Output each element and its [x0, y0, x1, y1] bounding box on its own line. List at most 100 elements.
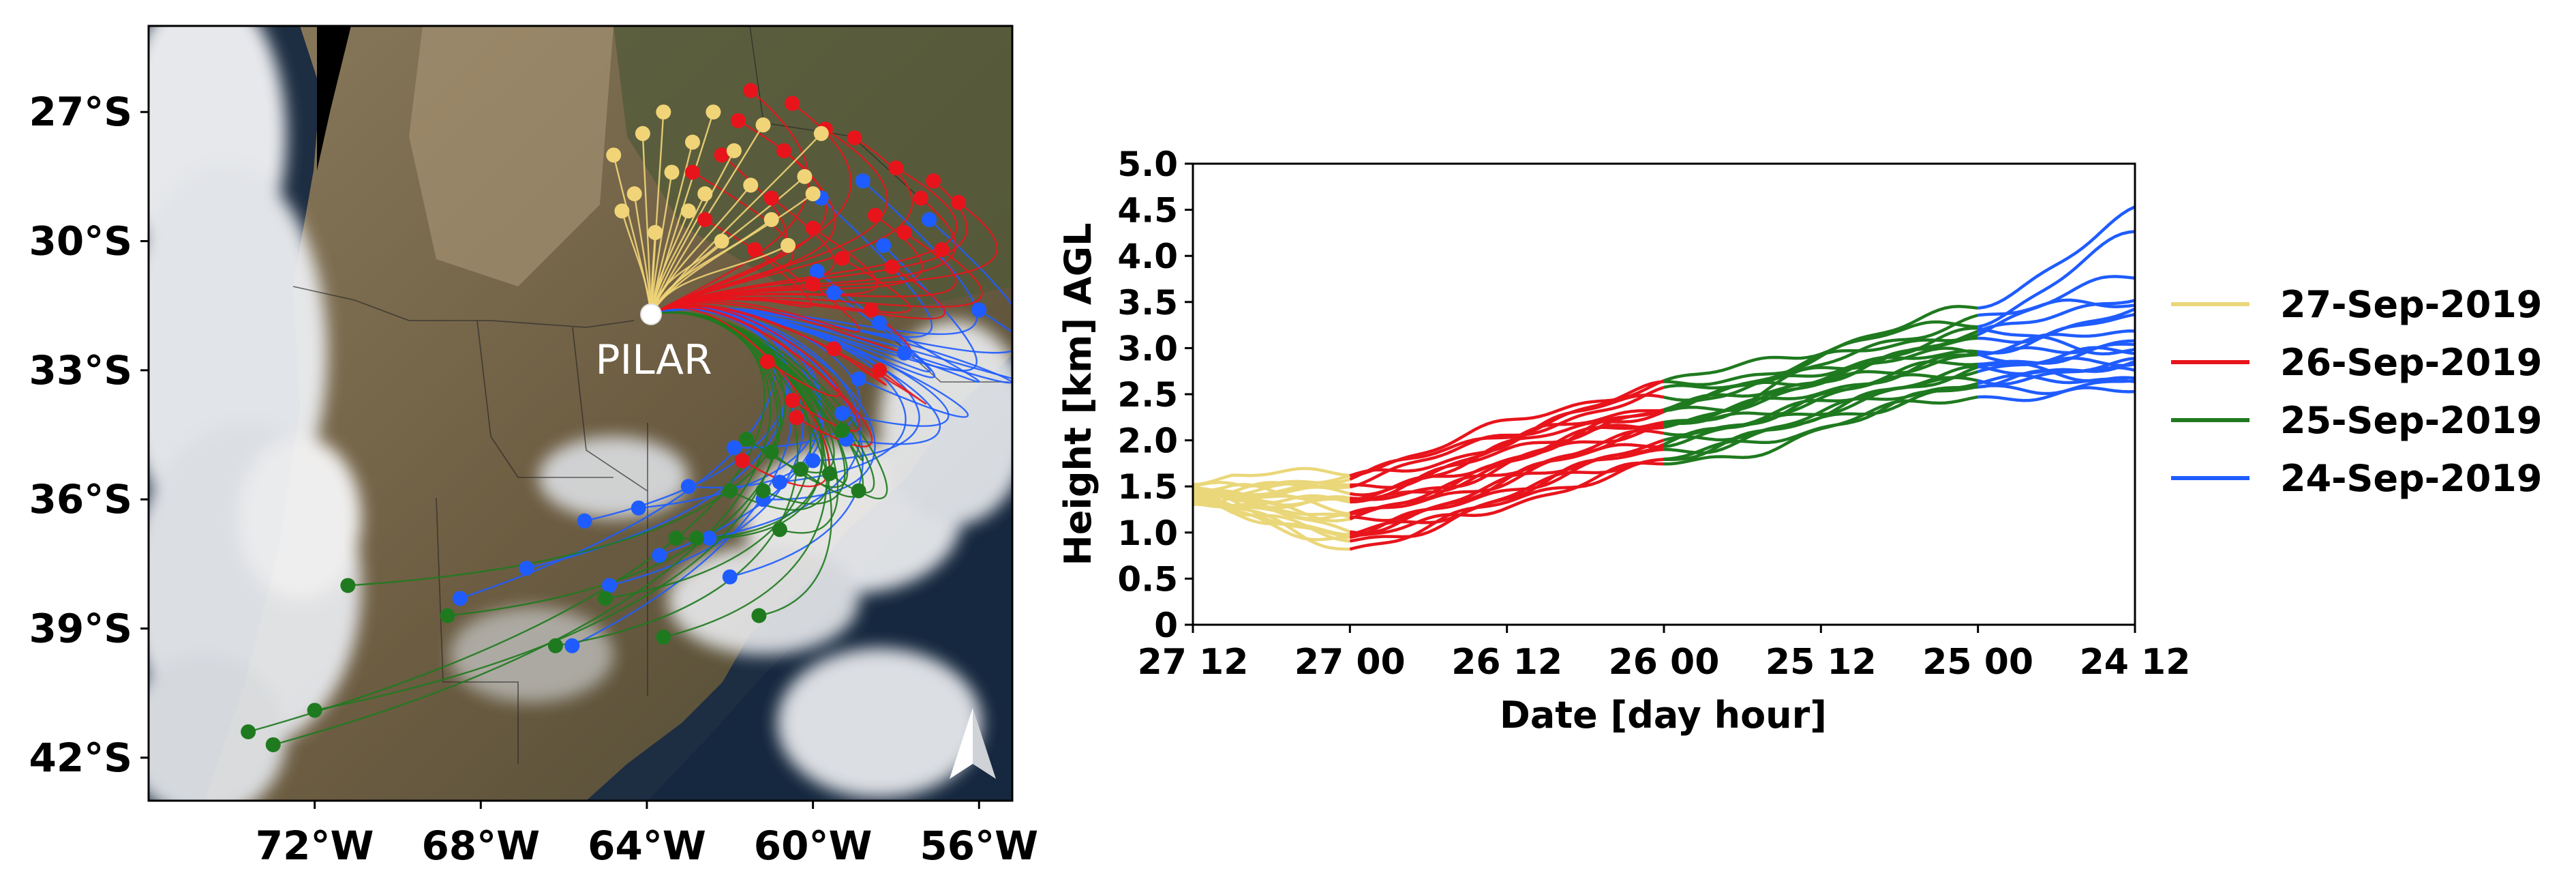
trajectory-path-26-Sep-2019 [650, 89, 810, 315]
trajectory-endpoint-27-Sep-2019 [763, 212, 779, 227]
height-series-24-Sep-2019 [1978, 327, 2135, 356]
x-tick-label: 26 00 [1609, 642, 1720, 683]
longitude-tick-label: 56°W [920, 823, 1038, 869]
height-series-24-Sep-2019 [1978, 312, 2135, 355]
trajectory-endpoint-27-Sep-2019 [626, 186, 642, 202]
trajectory-path-27-Sep-2019 [650, 210, 690, 315]
trajectory-endpoint-27-Sep-2019 [726, 143, 742, 159]
height-series-26-Sep-2019 [1349, 380, 1665, 481]
trajectory-endpoint-27-Sep-2019 [714, 233, 729, 249]
y-axis-label: Height [km] AGL [1057, 223, 1100, 566]
map-frame [147, 25, 1014, 802]
trajectory-endpoint-26-Sep-2019 [789, 410, 804, 426]
north-arrow-icon [950, 708, 996, 779]
trajectory-endpoint-24-Sep-2019 [577, 513, 592, 529]
trajectory-endpoint-26-Sep-2019 [934, 242, 950, 258]
trajectory-path-26-Sep-2019 [650, 304, 840, 397]
trajectory-endpoint-27-Sep-2019 [606, 147, 622, 163]
latitude-tick-label: 42°S [29, 735, 133, 781]
x-axis-ticks: 27 12 27 00 26 12 26 00 25 12 25 00 24 12 [1138, 625, 2191, 683]
latitude-tick-label: 36°S [29, 476, 133, 522]
y-axis-ticks: 0 0.5 1.0 1.5 2.0 2.5 3.0 3.5 4.0 4.5 5.0 [1117, 145, 1193, 645]
trajectory-endpoint-24-Sep-2019 [701, 531, 717, 546]
trajectory-endpoint-24-Sep-2019 [851, 371, 866, 387]
trajectory-map: PILAR 27°S 30°S 33°S 36°S 39°S 42°S 72°W 68°W 6… [29, 25, 1038, 869]
trajectory-endpoint-26-Sep-2019 [785, 393, 800, 409]
trajectory-endpoint-26-Sep-2019 [714, 147, 729, 163]
trajectory-endpoint-27-Sep-2019 [664, 164, 680, 180]
trajectory-endpoint-24-Sep-2019 [564, 638, 580, 653]
trajectory-path-27-Sep-2019 [650, 124, 764, 315]
height-series-26-Sep-2019 [1349, 461, 1665, 539]
height-series-25-Sep-2019 [1663, 365, 1979, 449]
legend-label: 25-Sep-2019 [2280, 399, 2542, 442]
trajectory-endpoint-25-Sep-2019 [772, 522, 787, 537]
trajectory-endpoint-27-Sep-2019 [635, 125, 650, 141]
trajectory-endpoint-24-Sep-2019 [772, 474, 787, 490]
trajectory-endpoint-27-Sep-2019 [813, 125, 829, 141]
x-tick-label: 24 12 [2080, 642, 2191, 683]
trajectory-path-27-Sep-2019 [641, 133, 652, 314]
trajectory-endpoint-26-Sep-2019 [684, 164, 700, 180]
height-series-27-Sep-2019 [1193, 484, 1350, 507]
longitude-tick-label: 72°W [256, 823, 374, 869]
height-series-25-Sep-2019 [1663, 313, 1979, 429]
height-series-24-Sep-2019 [1978, 205, 2135, 310]
y-tick-label: 1.0 [1117, 514, 1178, 553]
trajectory-endpoint-26-Sep-2019 [926, 173, 941, 189]
pilar-site-label: PILAR [595, 336, 712, 384]
trajectory-endpoint-26-Sep-2019 [826, 341, 842, 357]
height-series-25-Sep-2019 [1664, 382, 1979, 461]
trajectory-endpoint-26-Sep-2019 [759, 354, 775, 370]
latitude-tick-label: 33°S [29, 347, 133, 394]
trajectory-endpoint-25-Sep-2019 [307, 702, 322, 718]
x-tick-label: 25 12 [1766, 642, 1877, 683]
trajectory-endpoint-24-Sep-2019 [805, 453, 821, 469]
height-series-24-Sep-2019 [1977, 299, 2135, 333]
trajectory-endpoint-27-Sep-2019 [614, 203, 630, 219]
trajectory-path-27-Sep-2019 [650, 193, 706, 315]
trajectory-endpoint-24-Sep-2019 [922, 212, 937, 227]
trajectory-endpoint-24-Sep-2019 [834, 406, 850, 421]
trajectory-path-26-Sep-2019 [650, 307, 830, 488]
y-tick-label: 2.5 [1117, 375, 1178, 415]
x-tick-label: 27 00 [1294, 642, 1406, 683]
y-tick-label: 1.5 [1117, 467, 1178, 507]
legend-label: 26-Sep-2019 [2280, 341, 2542, 384]
trajectory-path-27-Sep-2019 [650, 240, 723, 315]
y-tick-label: 4.5 [1117, 191, 1178, 231]
y-tick-label: 3.5 [1117, 283, 1178, 323]
height-series-27-Sep-2019 [1193, 491, 1350, 522]
trajectory-endpoint-26-Sep-2019 [747, 242, 763, 258]
trajectory-path-26-Sep-2019 [650, 302, 911, 353]
height-series-25-Sep-2019 [1663, 326, 1978, 413]
trajectory-endpoint-26-Sep-2019 [805, 276, 821, 292]
trajectory-endpoints [241, 83, 987, 752]
trajectory-endpoint-26-Sep-2019 [867, 207, 883, 223]
trajectory-endpoint-26-Sep-2019 [950, 194, 966, 210]
trajectory-endpoint-27-Sep-2019 [684, 134, 700, 150]
y-tick-label: 0 [1154, 606, 1178, 645]
trajectory-endpoint-26-Sep-2019 [730, 113, 746, 128]
plot-background [1193, 164, 2135, 625]
height-series-24-Sep-2019 [1978, 346, 2135, 373]
trajectory-path-27-Sep-2019 [621, 211, 652, 314]
trajectory-endpoint-26-Sep-2019 [743, 83, 759, 98]
trajectory-endpoint-24-Sep-2019 [872, 315, 888, 331]
trajectory-endpoint-26-Sep-2019 [785, 95, 800, 111]
pilar-site-marker [640, 303, 663, 325]
legend: 27-Sep-2019 26-Sep-2019 25-Sep-2019 24-Sep-… [2171, 283, 2542, 500]
trajectory-endpoint-27-Sep-2019 [755, 117, 771, 133]
trajectory-endpoint-24-Sep-2019 [602, 578, 618, 593]
height-series-24-Sep-2019 [1977, 275, 2135, 336]
trajectory-endpoint-26-Sep-2019 [735, 453, 751, 469]
height-chart: 00.51.01.52.02.53.03.54.04.55.0 27 12 27 … [1057, 145, 2542, 737]
height-series-26-Sep-2019 [1349, 429, 1665, 515]
latitude-ticks: 27°S 30°S 33°S 36°S 39°S 42°S [29, 89, 149, 781]
trajectory-endpoint-25-Sep-2019 [739, 431, 755, 447]
height-series-24-Sep-2019 [1978, 366, 2135, 389]
trajectory-endpoint-26-Sep-2019 [913, 190, 928, 206]
trajectory-endpoint-27-Sep-2019 [680, 203, 696, 219]
trajectory-endpoint-26-Sep-2019 [834, 250, 850, 266]
